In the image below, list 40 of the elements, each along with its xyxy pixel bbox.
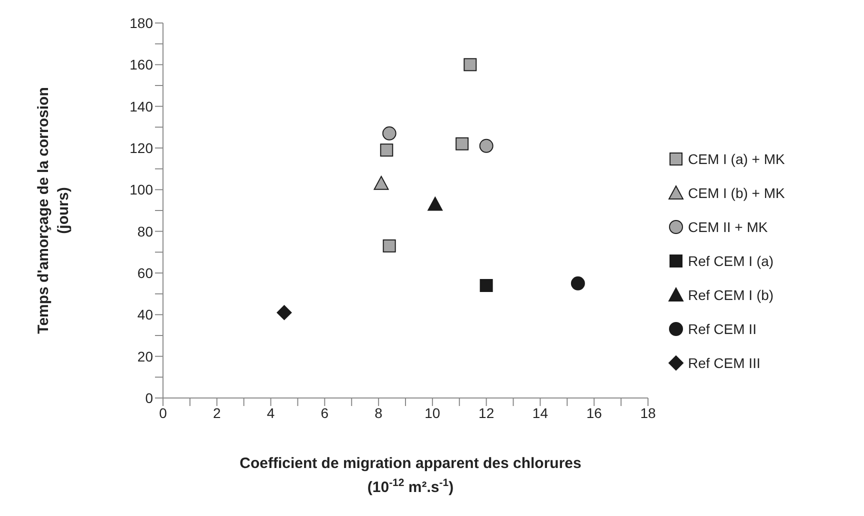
point (276, 305, 292, 320)
x-tick-label: 0 (159, 404, 168, 421)
y-tick-label: 20 (137, 348, 154, 364)
point (382, 126, 396, 140)
y-tick-label: 80 (137, 223, 154, 240)
x-tick-label: 4 (266, 404, 275, 421)
point (380, 144, 394, 157)
point (480, 279, 493, 292)
point (456, 137, 469, 150)
y-tick-label: 180 (130, 14, 154, 31)
x-axis-title: Coefficient de migration apparent des chlorures (10$^{-12}$ m².s$^{-1}$) (240, 455, 582, 496)
point (428, 196, 443, 211)
legend-label: CEM I (b) + MK (688, 184, 785, 200)
x-tick-label: 10 (424, 404, 440, 421)
legend-label: Ref CEM II (688, 320, 756, 336)
y-tick-label: 40 (137, 306, 154, 323)
y-axis-title: Temps d'amorçage de la corrosion (jours) (35, 87, 72, 334)
legend-label: CEM I (a) + MK (688, 150, 785, 166)
point (570, 276, 585, 290)
y-tick-label: 60 (137, 264, 154, 281)
point (382, 239, 396, 252)
x-tick-label: 16 (586, 404, 602, 421)
x-tick-label: 6 (320, 404, 329, 421)
point (374, 176, 389, 190)
y-tick-label: 160 (130, 56, 154, 73)
y-tick-label: 140 (130, 98, 154, 114)
point (464, 58, 477, 72)
x-tick-label: 14 (532, 404, 548, 421)
legend-label: CEM II + MK (688, 218, 768, 234)
x-tick-label: 18 (640, 404, 656, 421)
legend-label: Ref CEM I (a) (688, 252, 774, 268)
point (479, 138, 494, 153)
x-tick-label: 12 (478, 404, 494, 421)
legend-label: Ref CEM I (b) (688, 286, 774, 302)
y-tick-label: 0 (145, 390, 154, 406)
y-tick-label: 100 (130, 182, 154, 198)
x-tick-label: 8 (374, 404, 383, 421)
y-tick-label: 120 (130, 140, 154, 156)
legend-label: Ref CEM III (688, 354, 760, 370)
x-tick-label: 2 (212, 404, 221, 421)
